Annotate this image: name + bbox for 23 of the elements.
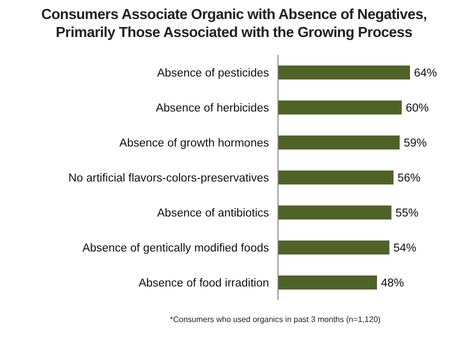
data-label: 48% xyxy=(381,278,404,290)
data-label: 64% xyxy=(414,68,438,80)
bar xyxy=(278,136,400,150)
data-label: 55% xyxy=(395,208,418,220)
y-tick-label: Absence of food irradition xyxy=(138,278,269,290)
data-label: 59% xyxy=(404,138,427,150)
bar xyxy=(278,206,392,220)
bar xyxy=(278,170,394,184)
y-tick-label: Absence of herbicides xyxy=(156,102,270,115)
bar xyxy=(278,240,390,254)
bar xyxy=(278,100,402,114)
y-tick-label: Absence of growth hormones xyxy=(119,138,270,150)
data-label: 56% xyxy=(398,172,421,185)
data-label: 60% xyxy=(406,102,429,115)
chart-title: Consumers Associate Organic with Absence of Negatives, Primarily Those Associated with the Growing Process xyxy=(41,7,428,41)
y-tick-label: No artificial flavors-colors-preservatives xyxy=(68,172,270,185)
y-tick-label: Absence of gentically modified foods xyxy=(82,242,270,255)
bar xyxy=(278,66,410,80)
bar xyxy=(278,276,377,290)
y-tick-label: Absence of pesticides xyxy=(157,68,270,80)
y-tick-label: Absence of antibiotics xyxy=(157,208,270,220)
data-label: 54% xyxy=(393,242,416,255)
text: *Consumers who used organics in past 3 months (n=1,120) xyxy=(170,315,381,324)
